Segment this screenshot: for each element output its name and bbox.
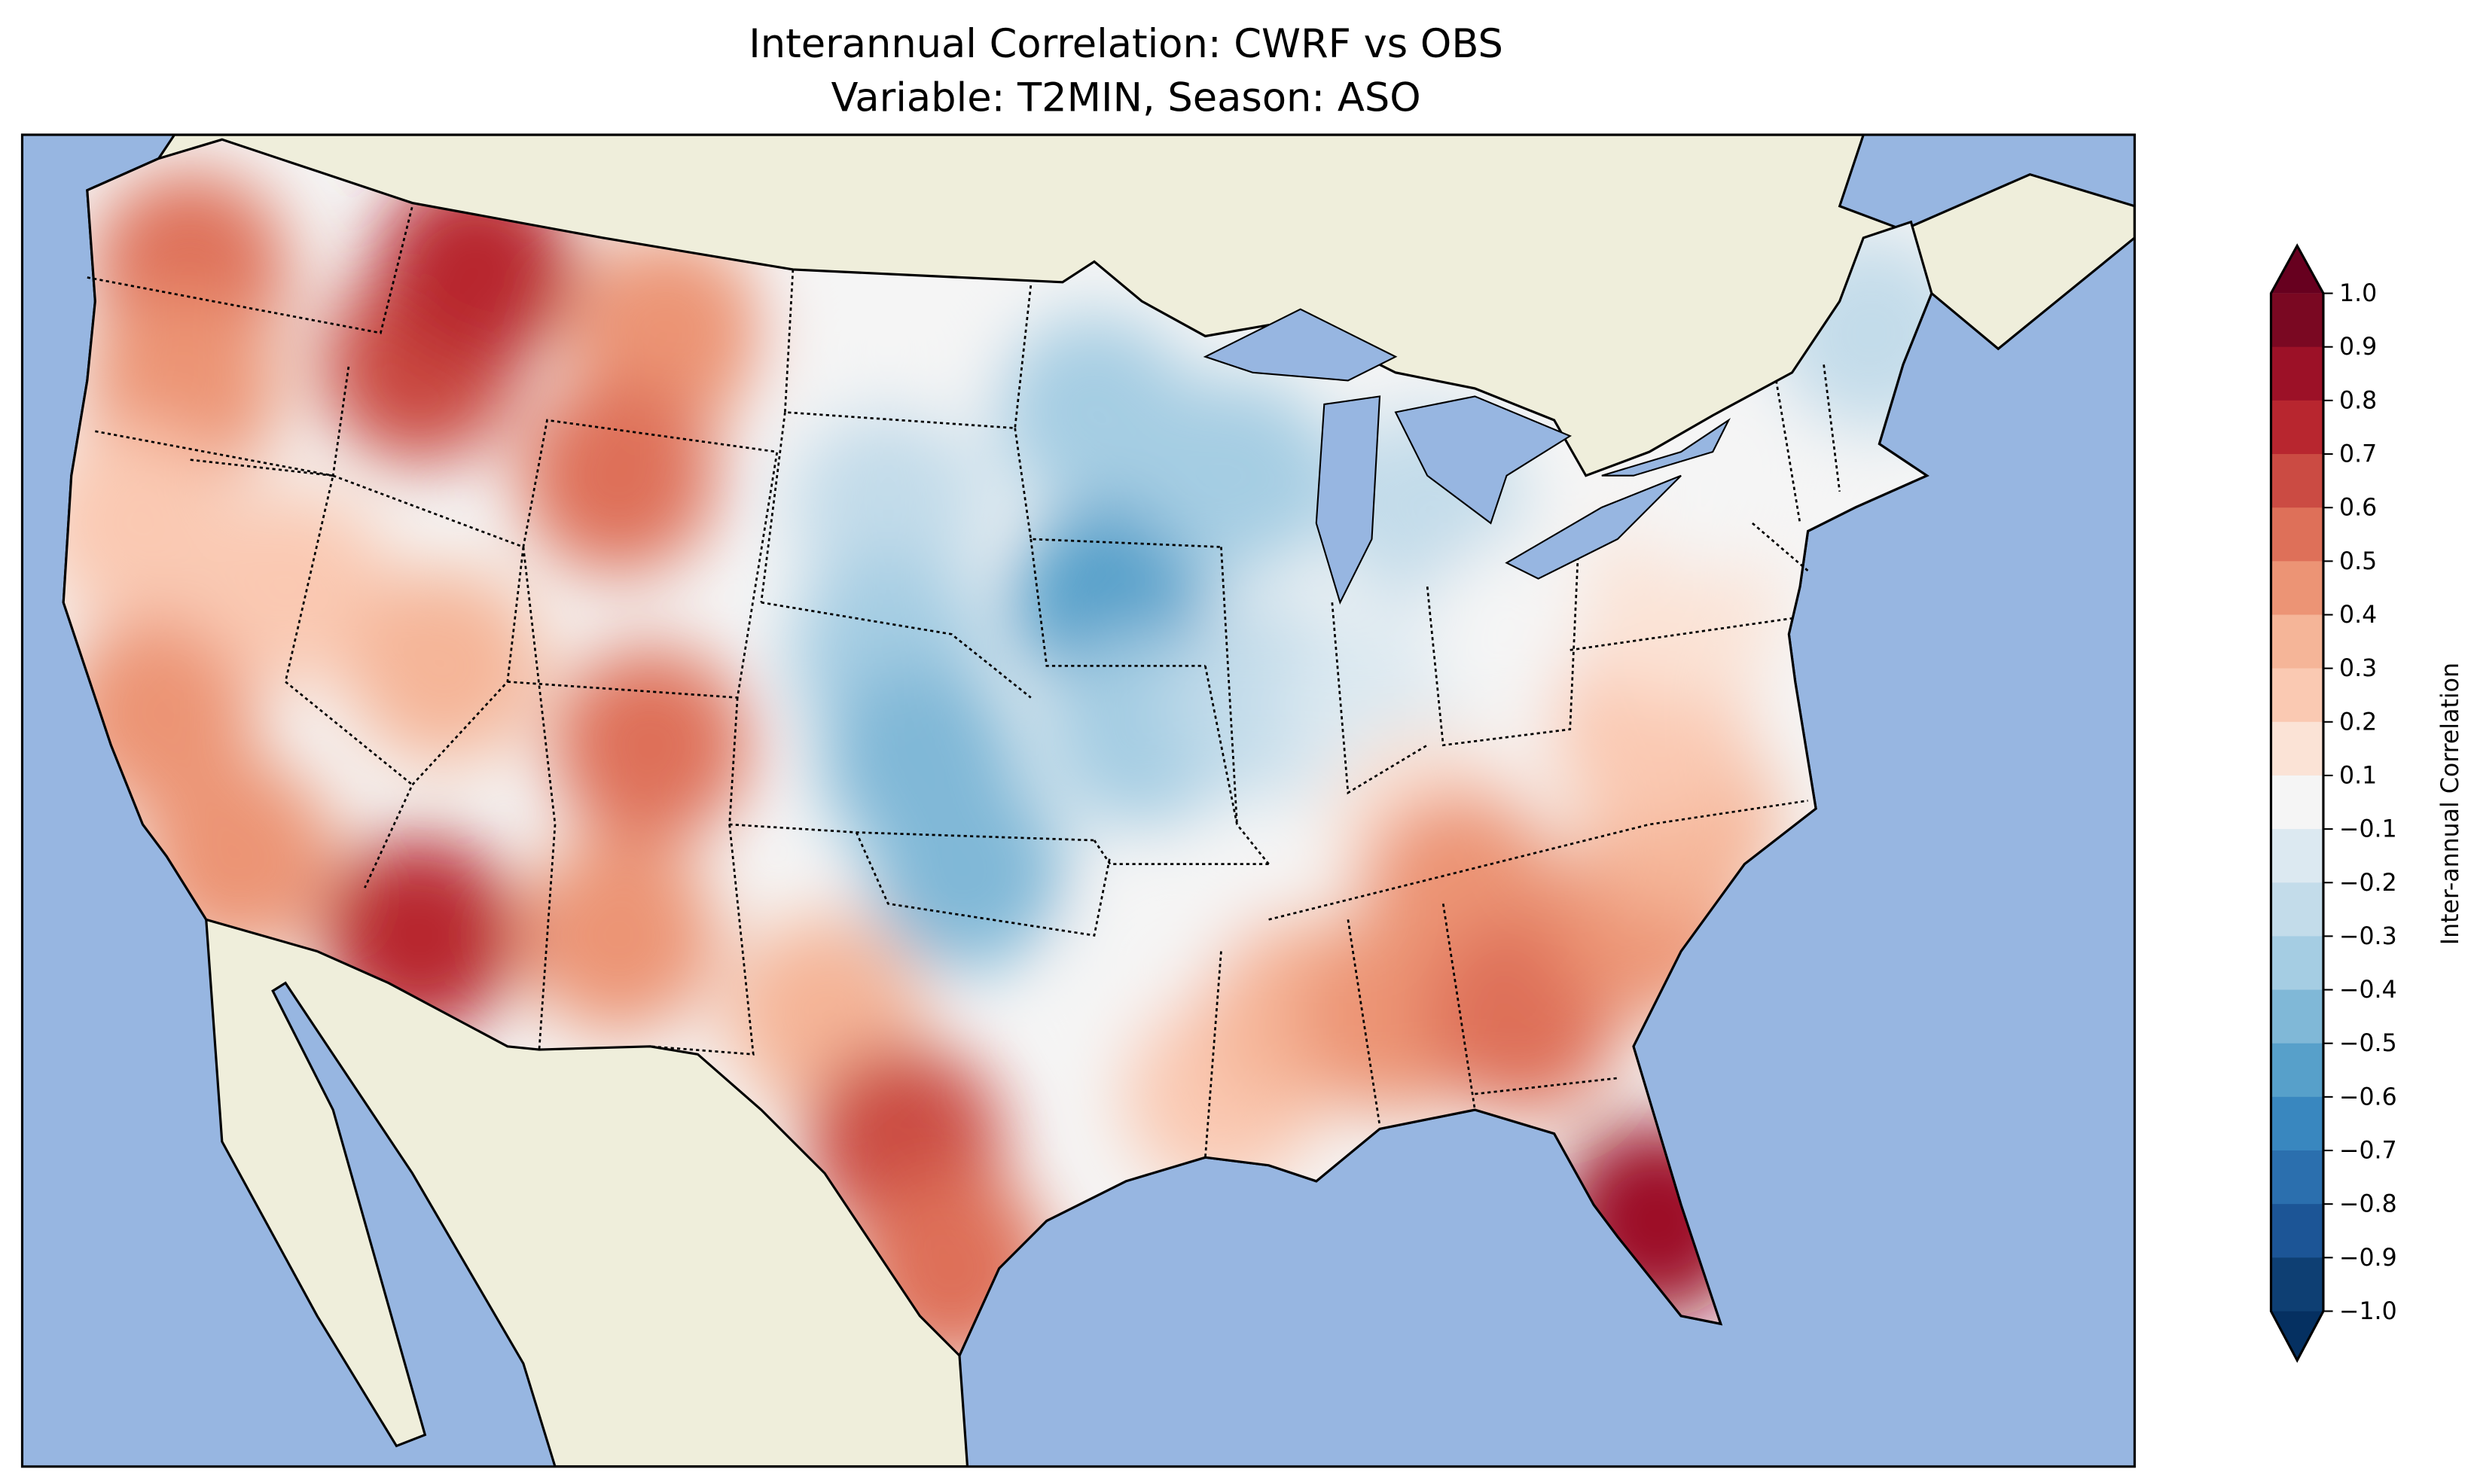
colorbar-band [2271, 1257, 2323, 1312]
colorbar-tick-label: 0.7 [2339, 441, 2377, 468]
state-border [1204, 666, 1270, 865]
state-border [761, 601, 1032, 699]
lake [1315, 395, 1381, 605]
state-border [1775, 380, 1801, 524]
colorbar-band [2271, 614, 2323, 669]
colorbar-band [2271, 454, 2323, 509]
colorbar-tick-label: 0.3 [2339, 655, 2377, 682]
colorbar-tick-label: −0.4 [2339, 977, 2397, 1004]
colorbar-tick-label: −0.1 [2339, 816, 2397, 843]
state-border [1204, 951, 1222, 1158]
state-border [650, 824, 755, 1056]
colorbar-tick-label: 0.9 [2339, 334, 2377, 361]
map-frame [20, 133, 2136, 1468]
colorbar-extend-min [2271, 1311, 2323, 1361]
colorbar-band [2271, 293, 2323, 348]
colorbar-tick-label: −0.6 [2339, 1083, 2397, 1111]
colorbar-tick-label: −0.3 [2339, 923, 2397, 950]
state-border [855, 831, 1112, 937]
colorbar-band [2271, 936, 2323, 991]
region-cell [63, 425, 233, 622]
colorbar-band [2271, 775, 2323, 830]
colorbar-tick-label: 0.1 [2339, 762, 2377, 789]
region-cell [520, 377, 717, 574]
colorbar-extend-max [2271, 245, 2323, 294]
map [22, 134, 2135, 1467]
state-border [1570, 617, 1792, 651]
colorbar-tick-label: −0.7 [2339, 1138, 2397, 1165]
title-line-2: Variable: T2MIN, Season: ASO [831, 75, 1421, 120]
colorbar-tick-label: 0.6 [2339, 495, 2377, 522]
colorbar-tick-label: −1.0 [2339, 1298, 2397, 1325]
colorbar-label: Inter-annual Correlation [2437, 663, 2464, 945]
colorbar-tick-label: 1.0 [2339, 280, 2377, 307]
state-border [1823, 364, 1841, 492]
lake [1203, 308, 1398, 382]
colorbar-band [2271, 507, 2323, 562]
region-cell [346, 567, 543, 764]
lake [1505, 474, 1682, 580]
state-border [522, 547, 557, 1050]
colorbar-band [2271, 1096, 2323, 1152]
state-border [190, 459, 413, 786]
region-cell [868, 773, 1066, 971]
state-border [783, 269, 1033, 430]
colorbar-band [2271, 668, 2323, 723]
colorbar-band [2271, 561, 2323, 616]
colorbar-band [2271, 989, 2323, 1044]
state-border [1331, 602, 1428, 795]
colorbar-band [2271, 721, 2323, 776]
region-cell [1138, 377, 1336, 574]
region-cell [789, 409, 987, 606]
colorbar-tick-label: 0.5 [2339, 548, 2377, 575]
colorbar-band [2271, 400, 2323, 456]
state-border [760, 412, 786, 603]
colorbar-tick-label: 0.2 [2339, 708, 2377, 736]
state-border [728, 697, 1095, 842]
colorbar-band [2271, 829, 2323, 884]
state-border [332, 419, 778, 549]
lake [1601, 417, 1731, 477]
state-borders [87, 206, 1841, 1158]
colorbar-band [2271, 1204, 2323, 1259]
colorbar-tick-label: −0.2 [2339, 870, 2397, 897]
colorbar-band [2271, 346, 2323, 401]
colorbar-tick-label: −0.8 [2339, 1191, 2397, 1218]
state-border [1220, 547, 1238, 825]
state-border [364, 547, 525, 888]
colorbar: 1.0 0.9 0.8 0.7 0.6 0.5 0.4 0.3 0.2 0.1 −0.1 −0.2 −0… [2269, 243, 2397, 1364]
state-border [1093, 840, 1269, 866]
region-cell [551, 647, 749, 844]
state-border [1030, 538, 1206, 667]
state-border [1347, 919, 1381, 1126]
colorbar-band [2271, 882, 2323, 937]
great-lakes [1203, 308, 1731, 605]
state-border [87, 206, 413, 334]
colorbar-tick-label: −0.5 [2339, 1030, 2397, 1057]
colorbar-band [2271, 1150, 2323, 1205]
colorbar-tick-label: −0.9 [2339, 1245, 2397, 1272]
state-border [1475, 1077, 1618, 1095]
colorbar-tick-label: 0.8 [2339, 387, 2377, 414]
state-border [1441, 904, 1476, 1111]
colorbar-band [2271, 1043, 2323, 1098]
colorbar-tick-label: 0.4 [2339, 602, 2377, 629]
lake [1394, 395, 1572, 525]
region-cell [195, 488, 392, 685]
state-border [1426, 554, 1579, 747]
region-cell [789, 250, 987, 447]
title-line-1: Interannual Correlation: CWRF vs OBS [749, 21, 1503, 67]
region-cell [520, 836, 717, 1034]
